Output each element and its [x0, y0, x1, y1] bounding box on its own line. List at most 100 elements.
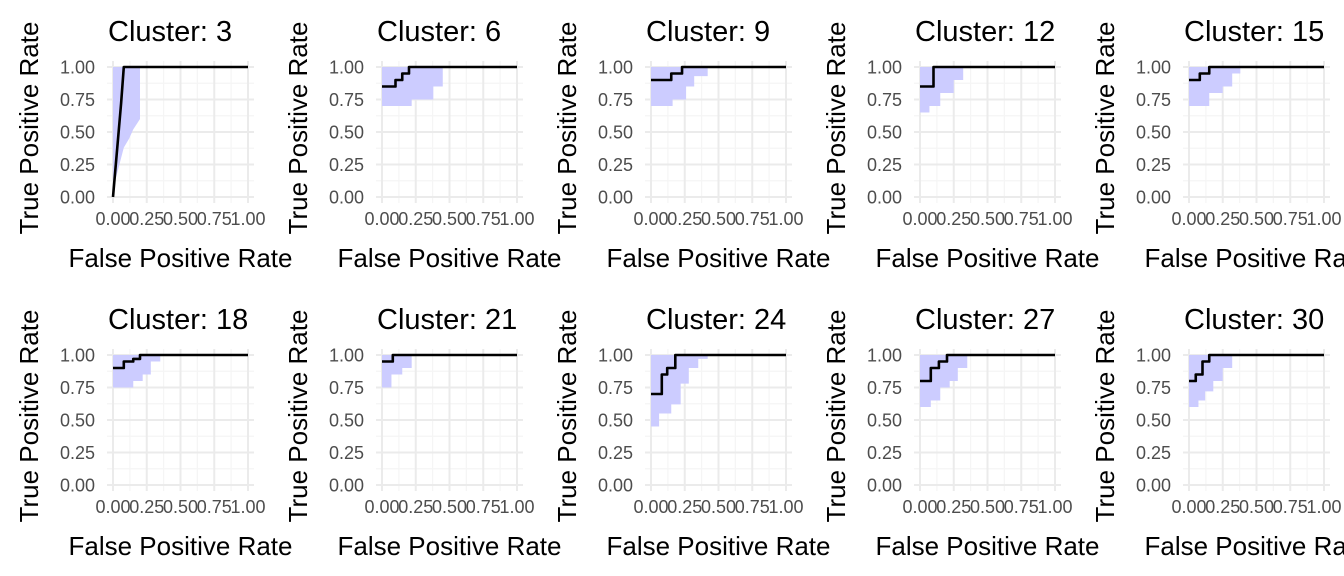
- y-tick-label: 0.50: [1136, 411, 1171, 431]
- x-axis-title: False Positive Rate: [876, 531, 1100, 561]
- roc-curve: [1189, 353, 1324, 383]
- y-axis-title: True Positive Rate: [552, 22, 582, 235]
- x-axis-title: False Positive Rate: [338, 531, 562, 561]
- y-tick-label: 0.25: [329, 155, 364, 175]
- roc-panel-3: 0.000.250.500.751.000.000.250.500.751.00…: [552, 16, 830, 273]
- y-tick-label: 1.00: [598, 346, 633, 366]
- x-tick-label: 1.00: [499, 497, 534, 517]
- confidence-band: [651, 355, 708, 427]
- confidence-band: [920, 67, 964, 113]
- x-tick-label: 0.75: [1273, 497, 1308, 517]
- y-tick-label: 0.75: [1136, 378, 1171, 398]
- y-tick-label: 0.25: [329, 443, 364, 463]
- panel-title: Cluster: 6: [377, 16, 501, 48]
- y-tick-label: 0.00: [329, 188, 364, 208]
- roc-panel-5: 0.000.250.500.751.000.000.250.500.751.00…: [1090, 16, 1344, 273]
- panel-title: Cluster: 12: [915, 16, 1055, 48]
- roc-curve: [651, 353, 786, 396]
- y-tick-label: 0.25: [867, 443, 902, 463]
- y-axis-title: True Positive Rate: [14, 22, 44, 235]
- y-tick-label: 0.75: [60, 90, 95, 110]
- y-axis-title: True Positive Rate: [821, 310, 851, 523]
- roc-curve: [1189, 65, 1324, 82]
- y-tick-label: 1.00: [598, 58, 633, 78]
- y-tick-label: 0.00: [598, 476, 633, 496]
- x-tick-label: 0.25: [129, 497, 164, 517]
- y-tick-label: 1.00: [60, 346, 95, 366]
- x-tick-label: 0.50: [163, 497, 198, 517]
- x-tick-label: 1.00: [499, 209, 534, 229]
- roc-curve: [382, 353, 517, 363]
- roc-curve: [651, 65, 786, 82]
- panel-title: Cluster: 27: [915, 304, 1055, 336]
- x-tick-label: 1.00: [230, 497, 265, 517]
- x-tick-label: 0.25: [398, 497, 433, 517]
- x-tick-label: 0.50: [701, 497, 736, 517]
- roc-curve: [111, 65, 248, 198]
- x-tick-label: 0.75: [735, 497, 770, 517]
- y-tick-label: 0.50: [60, 123, 95, 143]
- x-tick-label: 0.00: [364, 497, 399, 517]
- x-tick-label: 0.00: [902, 497, 937, 517]
- y-tick-label: 0.25: [598, 155, 633, 175]
- x-tick-label: 1.00: [1306, 209, 1341, 229]
- y-tick-label: 0.50: [598, 411, 633, 431]
- y-tick-label: 1.00: [329, 58, 364, 78]
- y-tick-label: 1.00: [1136, 346, 1171, 366]
- x-tick-label: 0.25: [667, 497, 702, 517]
- y-tick-label: 0.25: [60, 155, 95, 175]
- roc-panel-4: 0.000.250.500.751.000.000.250.500.751.00…: [821, 16, 1099, 273]
- y-tick-label: 0.25: [598, 443, 633, 463]
- y-tick-label: 0.50: [598, 123, 633, 143]
- x-tick-label: 0.75: [1273, 209, 1308, 229]
- confidence-band: [1189, 355, 1233, 407]
- x-tick-label: 0.25: [936, 497, 971, 517]
- y-axis-title: True Positive Rate: [283, 310, 313, 523]
- x-tick-label: 0.75: [1004, 497, 1039, 517]
- roc-panel-10: 0.000.250.500.751.000.000.250.500.751.00…: [1090, 304, 1344, 561]
- y-axis-title: True Positive Rate: [1090, 310, 1120, 523]
- confidence-band: [1189, 67, 1241, 106]
- x-axis-title: False Positive Rate: [1145, 243, 1344, 273]
- panel-title: Cluster: 21: [377, 304, 517, 336]
- x-tick-label: 0.00: [364, 209, 399, 229]
- x-axis-title: False Positive Rate: [69, 531, 293, 561]
- x-tick-label: 0.00: [1171, 209, 1206, 229]
- y-tick-label: 0.25: [60, 443, 95, 463]
- y-tick-label: 0.75: [1136, 90, 1171, 110]
- y-tick-label: 1.00: [867, 346, 902, 366]
- roc-curve: [920, 353, 1055, 383]
- x-tick-label: 0.50: [970, 209, 1005, 229]
- x-tick-label: 0.50: [432, 497, 467, 517]
- x-tick-label: 0.00: [95, 497, 130, 517]
- y-tick-label: 0.00: [329, 476, 364, 496]
- x-tick-label: 0.00: [633, 209, 668, 229]
- y-tick-label: 0.25: [1136, 443, 1171, 463]
- x-tick-label: 0.50: [970, 497, 1005, 517]
- x-tick-label: 1.00: [768, 497, 803, 517]
- x-tick-label: 0.00: [633, 497, 668, 517]
- y-tick-label: 0.75: [329, 378, 364, 398]
- roc-panel-1: 0.000.250.500.751.000.000.250.500.751.00…: [14, 16, 292, 273]
- x-tick-label: 0.00: [902, 209, 937, 229]
- x-tick-label: 0.25: [1205, 209, 1240, 229]
- y-tick-label: 0.75: [598, 90, 633, 110]
- x-tick-label: 0.75: [466, 497, 501, 517]
- roc-panel-9: 0.000.250.500.751.000.000.250.500.751.00…: [821, 304, 1099, 561]
- panel-title: Cluster: 3: [108, 16, 232, 48]
- y-axis-title: True Positive Rate: [552, 310, 582, 523]
- x-tick-label: 0.75: [735, 209, 770, 229]
- panel-title: Cluster: 18: [108, 304, 248, 336]
- y-tick-label: 0.50: [867, 123, 902, 143]
- y-tick-label: 0.75: [329, 90, 364, 110]
- y-tick-label: 0.25: [1136, 155, 1171, 175]
- x-tick-label: 0.75: [197, 497, 232, 517]
- roc-panel-8: 0.000.250.500.751.000.000.250.500.751.00…: [552, 304, 830, 561]
- x-axis-title: False Positive Rate: [1145, 531, 1344, 561]
- x-axis-title: False Positive Rate: [607, 243, 831, 273]
- y-tick-label: 0.50: [867, 411, 902, 431]
- x-tick-label: 0.25: [936, 209, 971, 229]
- x-tick-label: 0.00: [1171, 497, 1206, 517]
- x-tick-label: 1.00: [1037, 497, 1072, 517]
- y-axis-title: True Positive Rate: [283, 22, 313, 235]
